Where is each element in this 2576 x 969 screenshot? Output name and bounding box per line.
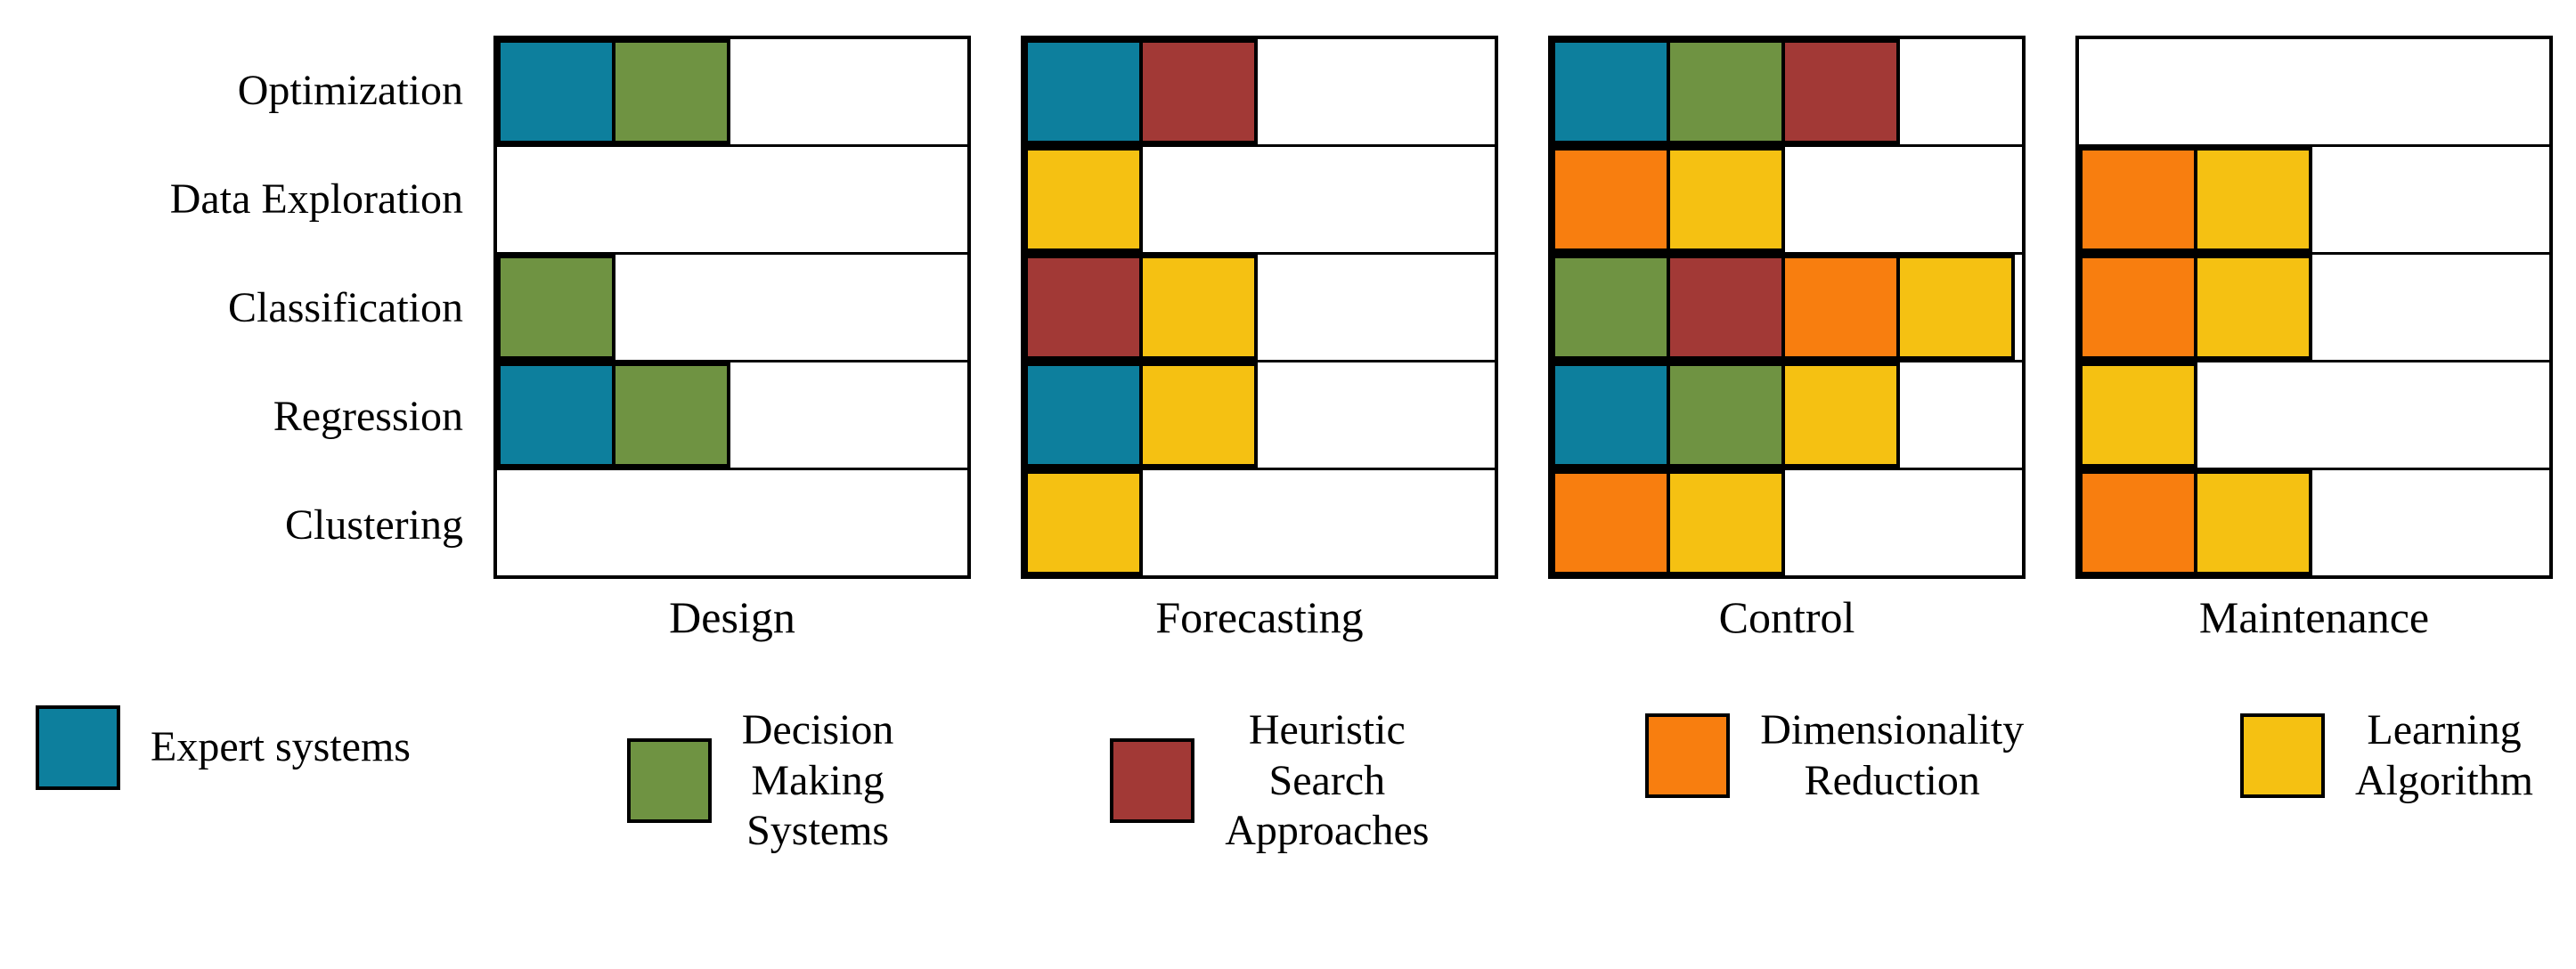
matrix-cell-expert <box>1552 362 1670 468</box>
matrix-cell-decision <box>612 362 730 468</box>
matrix-cell-dimred <box>1781 255 1900 360</box>
matrix-cell-decision <box>1667 362 1785 468</box>
matrix-row-design-clustering <box>497 470 967 575</box>
panel-title-design: Design <box>669 592 795 642</box>
matrix-cell-learning <box>1896 255 2015 360</box>
matrix-cell-learning <box>2194 147 2312 252</box>
panel-title-maintenance: Maintenance <box>2198 592 2430 642</box>
matrix-cell-expert <box>1552 39 1670 144</box>
matrix-row-forecasting-data-exploration <box>1024 147 1495 255</box>
matrix-panel-maintenance <box>2075 36 2553 579</box>
matrix-cell-heuristic <box>1667 255 1785 360</box>
matrix-cell-learning <box>1139 362 1258 468</box>
matrix-cell-dimred <box>2079 470 2197 575</box>
row-label-optimization: Optimization <box>237 66 463 114</box>
matrix-row-control-optimization <box>1552 39 2022 147</box>
matrix-cell-learning <box>2194 470 2312 575</box>
row-labels: Optimization Data Exploration Classificati… <box>0 36 481 579</box>
legend-label-decision: Decision Making Systems <box>741 706 894 855</box>
matrix-cell-heuristic <box>1024 255 1143 360</box>
matrix-cell-dimred <box>1552 147 1670 252</box>
matrix-cell-dimred <box>1552 470 1670 575</box>
legend-label-heuristic: Heuristic Search Approaches <box>1225 706 1430 855</box>
matrix-row-maintenance-optimization <box>2079 39 2549 147</box>
matrix-row-forecasting-clustering <box>1024 470 1495 575</box>
matrix-row-design-regression <box>497 362 967 470</box>
matrix-row-design-classification <box>497 255 967 362</box>
matrix-cell-learning <box>1781 362 1900 468</box>
matrix-panel-design <box>493 36 971 579</box>
matrix-cell-decision <box>612 39 730 144</box>
matrix-cell-learning <box>1024 470 1143 575</box>
legend-swatch-decision <box>626 738 712 824</box>
matrix-area: Optimization Data Exploration Classificati… <box>0 36 2553 579</box>
legend-label-dimred: Dimensionality Reduction <box>1760 706 2025 804</box>
matrix-row-forecasting-optimization <box>1024 39 1495 147</box>
matrix-row-control-regression <box>1552 362 2022 470</box>
panels <box>493 36 2553 579</box>
matrix-cell-expert <box>497 362 615 468</box>
matrix-cell-dimred <box>2079 147 2197 252</box>
matrix-cell-heuristic <box>1139 39 1258 144</box>
panel-titles: Design Forecasting Control Maintenance <box>493 591 2576 643</box>
legend-item-dimred: Dimensionality Reduction <box>1645 705 2024 806</box>
legend-label-expert: Expert systems <box>151 723 411 771</box>
legend-swatch-heuristic <box>1110 738 1195 824</box>
matrix-cell-learning <box>1139 255 1258 360</box>
matrix-cell-decision <box>497 255 615 360</box>
row-label-classification: Classification <box>228 283 463 331</box>
matrix-row-maintenance-classification <box>2079 255 2549 362</box>
matrix-row-design-data-exploration <box>497 147 967 255</box>
legend: Expert systems Decision Making Systems Heu… <box>0 705 2576 857</box>
matrix-cell-expert <box>1024 362 1143 468</box>
legend-item-learning: Learning Algorithm <box>2240 705 2533 806</box>
matrix-panel-control <box>1548 36 2026 579</box>
matrix-panel-forecasting <box>1021 36 1498 579</box>
matrix-row-control-clustering <box>1552 470 2022 575</box>
matrix-row-maintenance-data-exploration <box>2079 147 2549 255</box>
matrix-row-forecasting-classification <box>1024 255 1495 362</box>
panel-title-control: Control <box>1718 592 1855 642</box>
legend-swatch-learning <box>2240 713 2325 799</box>
matrix-cell-expert <box>1024 39 1143 144</box>
matrix-row-control-data-exploration <box>1552 147 2022 255</box>
row-label-regression: Regression <box>273 392 463 440</box>
matrix-row-maintenance-regression <box>2079 362 2549 470</box>
matrix-row-control-classification <box>1552 255 2022 362</box>
legend-item-decision: Decision Making Systems <box>626 705 894 857</box>
legend-item-expert: Expert systems <box>36 705 411 790</box>
matrix-row-design-optimization <box>497 39 967 147</box>
row-label-data-exploration: Data Exploration <box>169 175 463 223</box>
row-label-clustering: Clustering <box>285 501 463 549</box>
legend-swatch-dimred <box>1645 713 1731 799</box>
matrix-cell-decision <box>1552 255 1670 360</box>
matrix-cell-learning <box>2194 255 2312 360</box>
matrix-cell-dimred <box>2079 255 2197 360</box>
matrix-row-forecasting-regression <box>1024 362 1495 470</box>
matrix-row-maintenance-clustering <box>2079 470 2549 575</box>
matrix-cell-learning <box>1667 147 1785 252</box>
legend-swatch-expert <box>36 705 120 790</box>
matrix-cell-learning <box>2079 362 2197 468</box>
legend-item-heuristic: Heuristic Search Approaches <box>1110 705 1429 857</box>
matrix-cell-expert <box>497 39 615 144</box>
matrix-cell-heuristic <box>1781 39 1900 144</box>
matrix-cell-learning <box>1667 470 1785 575</box>
matrix-cell-decision <box>1667 39 1785 144</box>
legend-label-learning: Learning Algorithm <box>2355 706 2533 804</box>
matrix-cell-learning <box>1024 147 1143 252</box>
panel-title-forecasting: Forecasting <box>1155 592 1364 642</box>
